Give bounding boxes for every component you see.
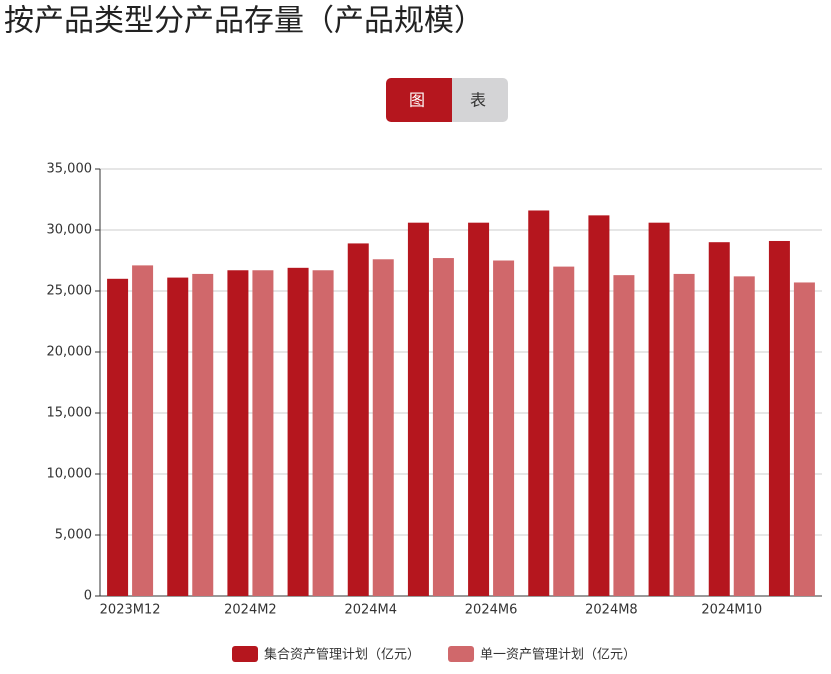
bar [372, 259, 394, 596]
bar [312, 270, 334, 596]
bar [493, 260, 515, 596]
y-tick-label: 0 [84, 589, 92, 604]
y-tick-label: 20,000 [47, 345, 93, 360]
y-tick-label: 25,000 [47, 284, 93, 299]
bar [553, 266, 575, 596]
bar [468, 222, 490, 596]
x-tick-label: 2024M2 [224, 603, 277, 618]
toggle-join [440, 78, 452, 122]
chart-title: 按产品类型分产品存量（产品规模） [4, 4, 484, 39]
x-tick-label: 2024M8 [585, 603, 638, 618]
bar [613, 275, 635, 596]
toggle-chart-label[interactable]: 图 [409, 91, 425, 110]
legend-label: 单一资产管理计划（亿元） [480, 648, 636, 663]
bar [793, 282, 815, 596]
x-tick-label: 2024M6 [465, 603, 518, 618]
legend-swatch [232, 646, 258, 662]
toggle-chart[interactable] [386, 78, 448, 122]
y-tick-label: 5,000 [55, 528, 92, 543]
bar [167, 277, 189, 596]
bar [588, 215, 610, 597]
y-tick-label: 15,000 [47, 406, 93, 421]
bar [132, 265, 154, 596]
bar [733, 276, 755, 596]
y-tick-label: 30,000 [47, 223, 93, 238]
toggle-table-label[interactable]: 表 [470, 91, 486, 110]
x-tick-label: 2024M4 [344, 603, 397, 618]
legend-swatch [448, 646, 475, 662]
bar [107, 278, 129, 596]
bar [407, 222, 429, 596]
bar [252, 270, 274, 596]
x-tick-label: 2024M10 [701, 603, 762, 618]
bar [347, 243, 369, 597]
bar [673, 273, 695, 596]
x-tick-label: 2023M12 [100, 603, 161, 618]
toggle-table[interactable] [448, 78, 508, 122]
bar [708, 242, 730, 596]
bar [287, 267, 309, 596]
legend-label: 集合资产管理计划（亿元） [264, 647, 420, 663]
bar [528, 210, 550, 597]
bar [192, 273, 214, 596]
bar [768, 240, 790, 597]
bar [648, 222, 670, 596]
bar [227, 270, 249, 596]
bar [432, 258, 454, 596]
y-tick-label: 10,000 [47, 467, 93, 482]
y-tick-label: 35,000 [47, 162, 93, 177]
